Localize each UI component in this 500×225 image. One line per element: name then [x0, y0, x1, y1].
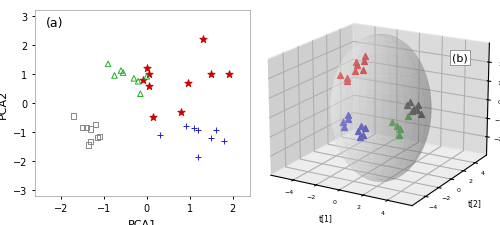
X-axis label: t[1]: t[1] — [318, 213, 332, 222]
Point — [182, 125, 190, 128]
Point — [220, 140, 228, 143]
Point — [145, 73, 153, 77]
Point — [87, 128, 95, 131]
Point — [190, 126, 198, 130]
Point — [94, 136, 102, 140]
Point — [194, 128, 202, 132]
Text: (b): (b) — [452, 53, 468, 63]
Point — [117, 69, 125, 73]
Point — [91, 123, 99, 127]
Point — [208, 73, 216, 77]
Point — [156, 133, 164, 137]
Point — [224, 73, 232, 77]
Point — [104, 63, 112, 66]
Point — [212, 128, 220, 132]
Point — [87, 140, 95, 143]
Point — [145, 84, 153, 88]
Y-axis label: PCA2: PCA2 — [0, 89, 8, 118]
Point — [184, 81, 192, 85]
Point — [84, 144, 93, 147]
Point — [149, 116, 157, 120]
Y-axis label: t[2]: t[2] — [468, 198, 481, 207]
Point — [194, 156, 202, 160]
Point — [134, 80, 142, 84]
Point — [130, 77, 138, 81]
Text: (a): (a) — [46, 17, 63, 30]
Point — [177, 110, 185, 114]
Point — [78, 126, 86, 130]
Point — [143, 75, 151, 79]
Point — [70, 115, 78, 118]
X-axis label: PCA1: PCA1 — [128, 219, 157, 225]
Point — [136, 92, 144, 96]
Point — [143, 67, 151, 71]
Point — [119, 71, 127, 75]
Point — [208, 136, 216, 140]
Point — [82, 126, 90, 130]
Point — [110, 74, 118, 78]
Point — [198, 38, 206, 42]
Point — [96, 135, 104, 138]
Point — [138, 79, 146, 82]
